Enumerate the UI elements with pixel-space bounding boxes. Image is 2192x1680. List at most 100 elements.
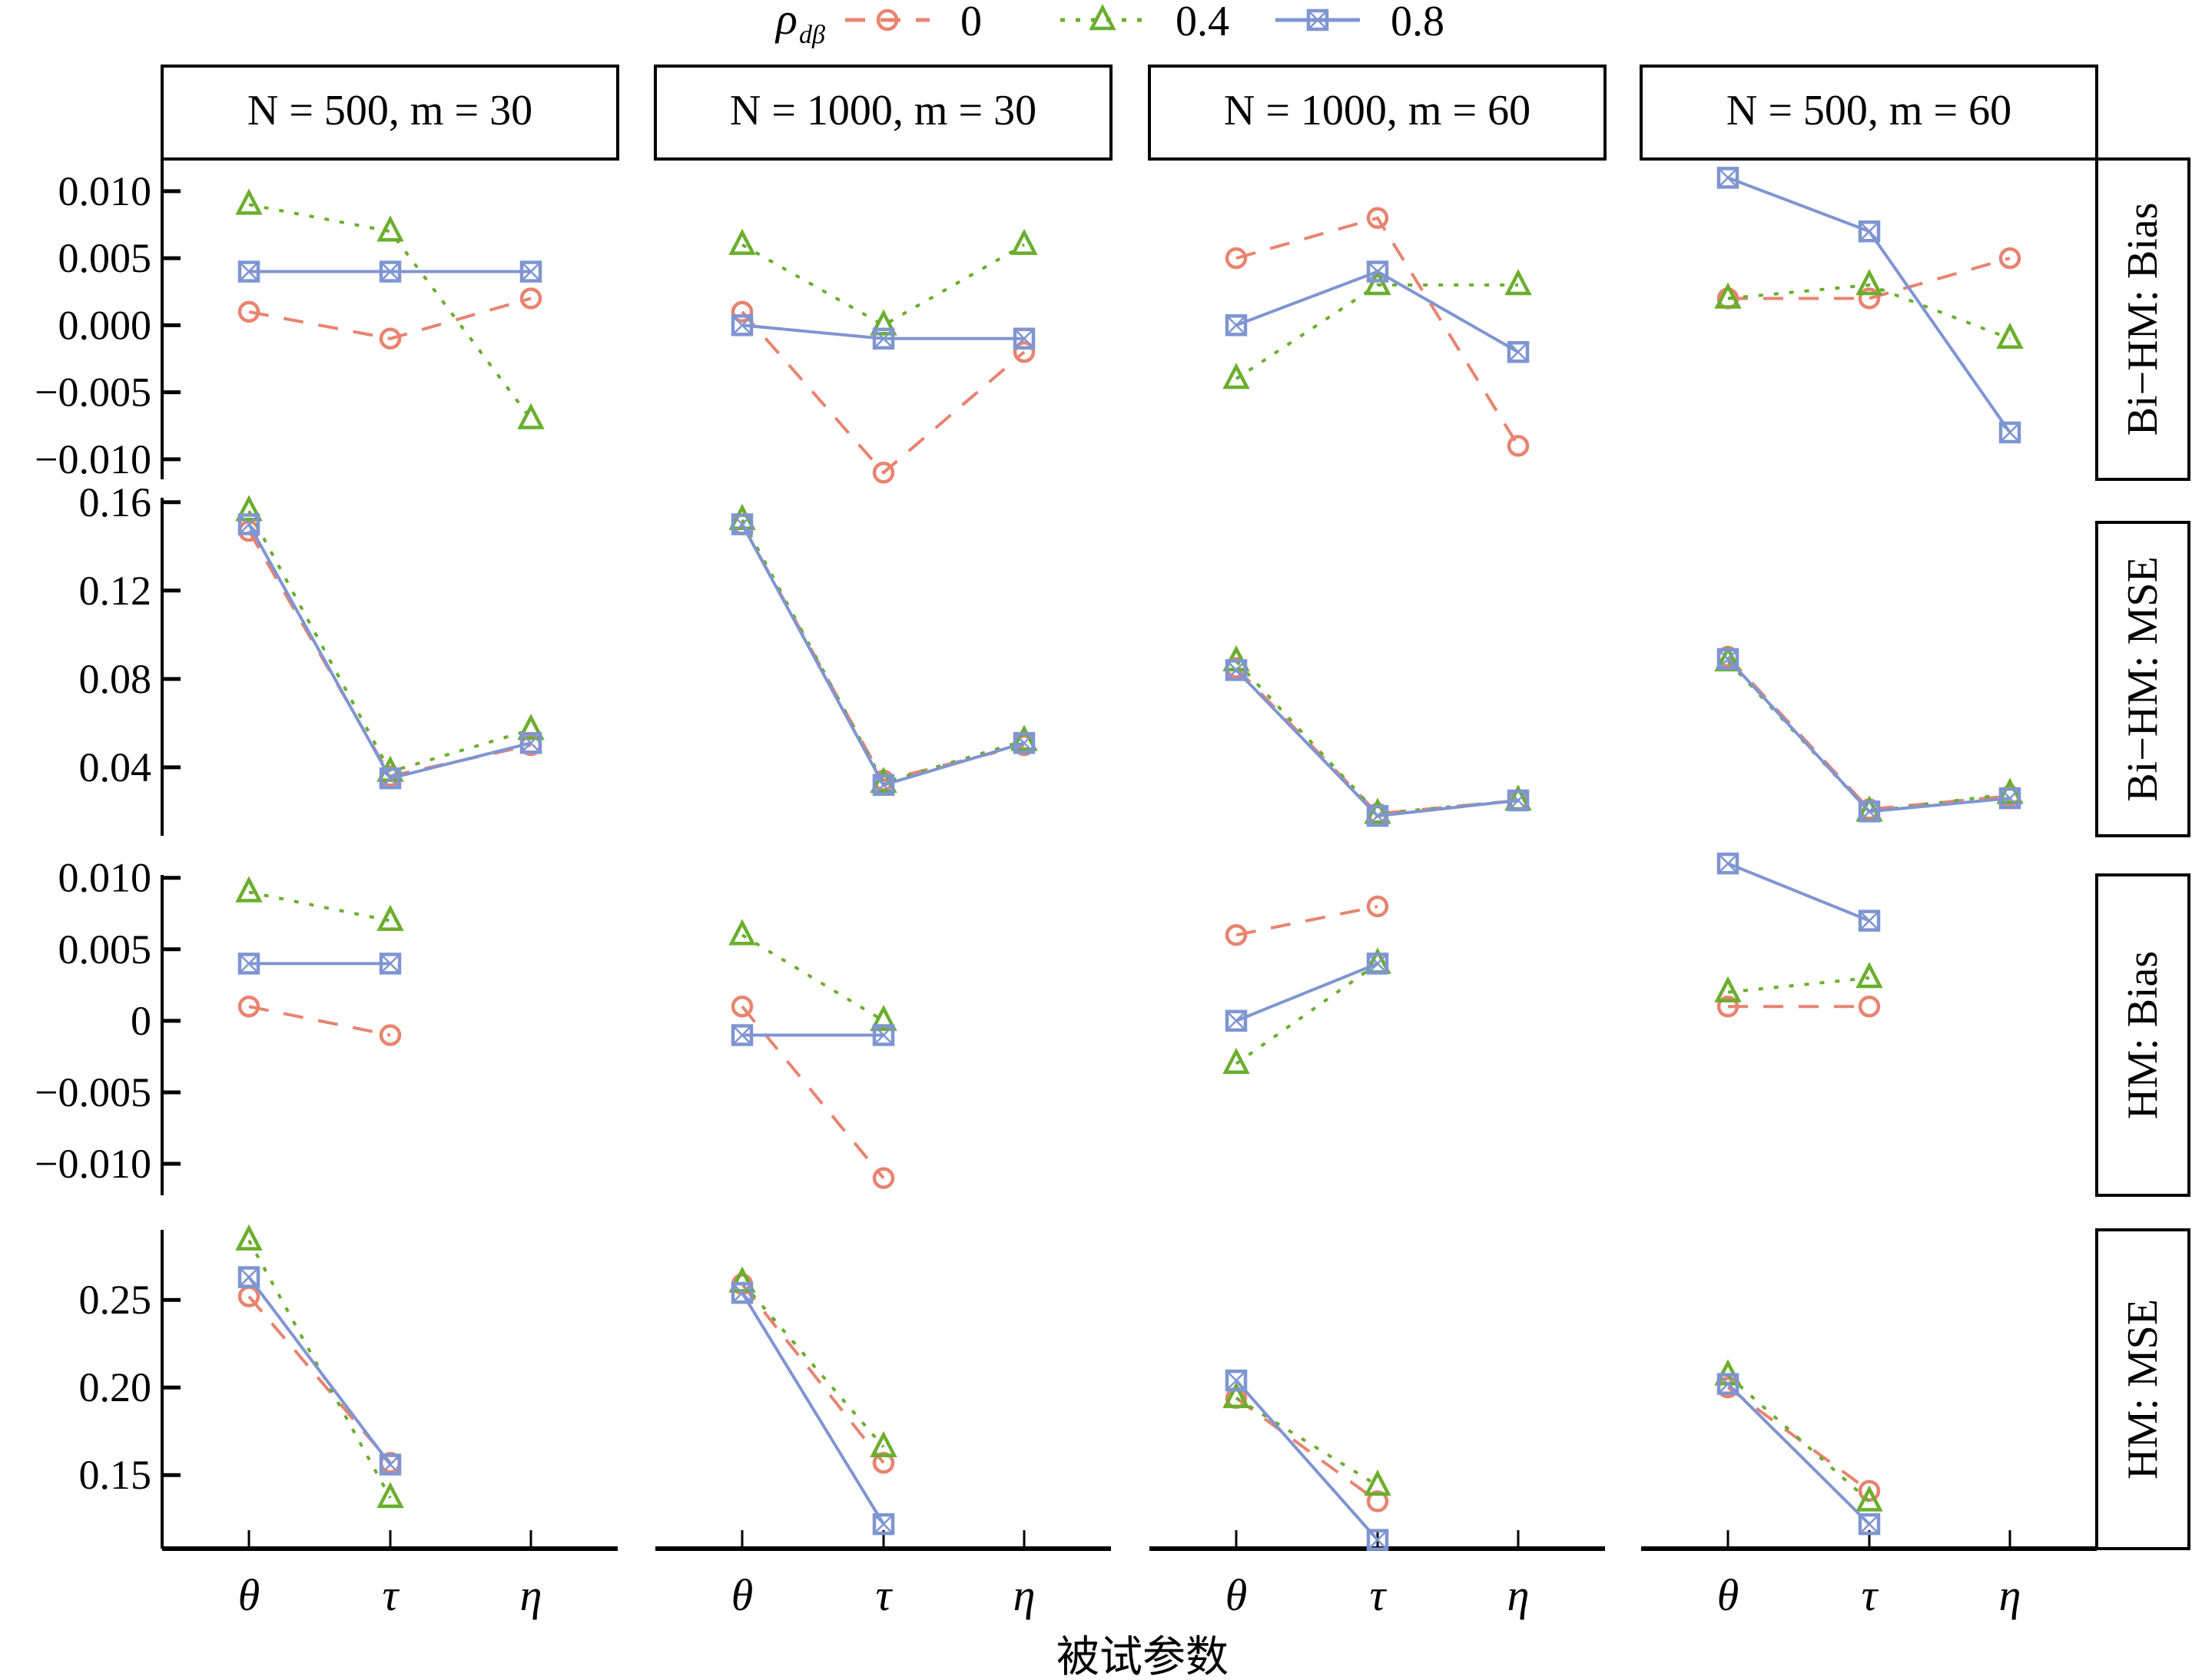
data-point — [237, 260, 260, 283]
series-0.8 — [1716, 852, 1881, 932]
marker-box — [237, 260, 260, 283]
marker-cross — [1368, 806, 1388, 827]
series-0.8 — [237, 260, 542, 283]
series-0.4 — [1222, 269, 1532, 389]
marker-box — [1366, 1529, 1389, 1551]
data-point — [1366, 260, 1389, 283]
column-strip: N = 1000, m = 30 — [654, 65, 1113, 161]
marker-cross — [732, 315, 752, 336]
data-point — [1225, 923, 1248, 946]
data-point — [872, 774, 895, 797]
marker-box — [519, 260, 542, 283]
data-point — [379, 1453, 402, 1476]
data-point — [1222, 1382, 1250, 1409]
marker-cross — [1226, 660, 1246, 681]
marker-cross — [874, 328, 894, 349]
panel — [1714, 167, 2024, 444]
data-point — [728, 919, 756, 946]
x-axis-title: 被试参数 — [1056, 1632, 1229, 1680]
data-point — [237, 953, 260, 975]
data-point — [1222, 1047, 1250, 1074]
marker-cross — [1308, 10, 1328, 30]
data-point — [1998, 787, 2021, 810]
column-strip-label: N = 1000, m = 60 — [1224, 87, 1530, 134]
data-point — [237, 1266, 260, 1288]
data-point — [237, 300, 260, 323]
x-tick-label: τ — [1370, 1570, 1388, 1620]
row-strip-box — [2095, 873, 2190, 1197]
legend-label: 0.4 — [1176, 0, 1229, 45]
series-0 — [237, 996, 402, 1046]
data-point — [376, 904, 404, 931]
marker-box — [1366, 953, 1389, 975]
series-line — [741, 1283, 885, 1464]
series-0 — [1225, 895, 1389, 946]
marker-box — [237, 953, 260, 975]
marker-cross — [1368, 261, 1388, 282]
data-point — [517, 403, 545, 429]
data-point — [1858, 1513, 1881, 1536]
row-strip-label: Bi−HM: Bias — [2119, 203, 2167, 436]
marker-cross — [1718, 853, 1738, 873]
data-point — [1855, 1485, 1883, 1512]
marker-cross — [1718, 649, 1738, 669]
panel — [1714, 852, 1883, 1018]
series-line — [248, 890, 391, 923]
marker-box — [1507, 789, 1530, 812]
marker-cross — [732, 1025, 752, 1045]
series-line — [1727, 862, 1870, 923]
legend-marker — [876, 8, 899, 31]
series-0.4 — [728, 1266, 897, 1457]
marker-box — [519, 731, 542, 754]
data-point — [379, 767, 402, 790]
data-point — [1013, 731, 1036, 754]
marker-box — [1225, 1009, 1248, 1032]
row-strip-label: HM: Bias — [2119, 951, 2167, 1119]
y-axis: 0.16 0.12 0.08 0.04 — [79, 479, 181, 836]
row-strip: Bi−HM: MSE — [2095, 521, 2190, 837]
data-point — [870, 1430, 897, 1457]
legend-entry: 0.8 — [1275, 0, 1444, 45]
marker-box — [1998, 421, 2021, 444]
data-point — [1858, 910, 1881, 932]
marker-cross — [380, 953, 400, 974]
marker-box — [872, 774, 895, 797]
series-0.4 — [728, 503, 1038, 794]
series-line — [741, 523, 1025, 787]
series-0.8 — [1716, 648, 2021, 823]
marker-cross — [874, 1025, 894, 1045]
data-point — [379, 953, 402, 975]
y-tick-label: 0.20 — [79, 1364, 152, 1410]
row-strip: HM: Bias — [2095, 873, 2190, 1197]
marker-box — [1225, 1369, 1248, 1392]
data-point — [1855, 269, 1883, 296]
y-tick-label: 0 — [131, 998, 151, 1044]
row-strip-label: HM: MSE — [2119, 1299, 2167, 1480]
panel — [1714, 644, 2024, 823]
series-line — [248, 297, 532, 340]
y-tick-label: 0.000 — [58, 302, 152, 348]
series-0 — [1716, 247, 2021, 310]
column-strip: N = 1000, m = 60 — [1148, 65, 1607, 161]
panel — [235, 188, 545, 429]
marker-cross — [732, 514, 752, 535]
series-0.8 — [237, 513, 542, 790]
series-line — [247, 1239, 392, 1499]
x-tick-label: θ — [238, 1570, 260, 1620]
data-point — [519, 731, 542, 754]
data-point — [1507, 435, 1530, 457]
marker-box — [379, 767, 402, 790]
data-point — [235, 188, 263, 215]
series-0.8 — [1716, 1373, 1881, 1536]
data-point — [1222, 363, 1250, 389]
data-point — [1013, 340, 1036, 363]
marker-box — [379, 953, 402, 975]
series-0.8 — [237, 953, 402, 975]
marker-cross — [521, 261, 541, 282]
data-point — [1858, 287, 1881, 310]
series-line — [1235, 962, 1378, 1022]
marker-box — [731, 1024, 754, 1046]
marker-box — [872, 1513, 895, 1536]
series-line — [741, 519, 1025, 785]
